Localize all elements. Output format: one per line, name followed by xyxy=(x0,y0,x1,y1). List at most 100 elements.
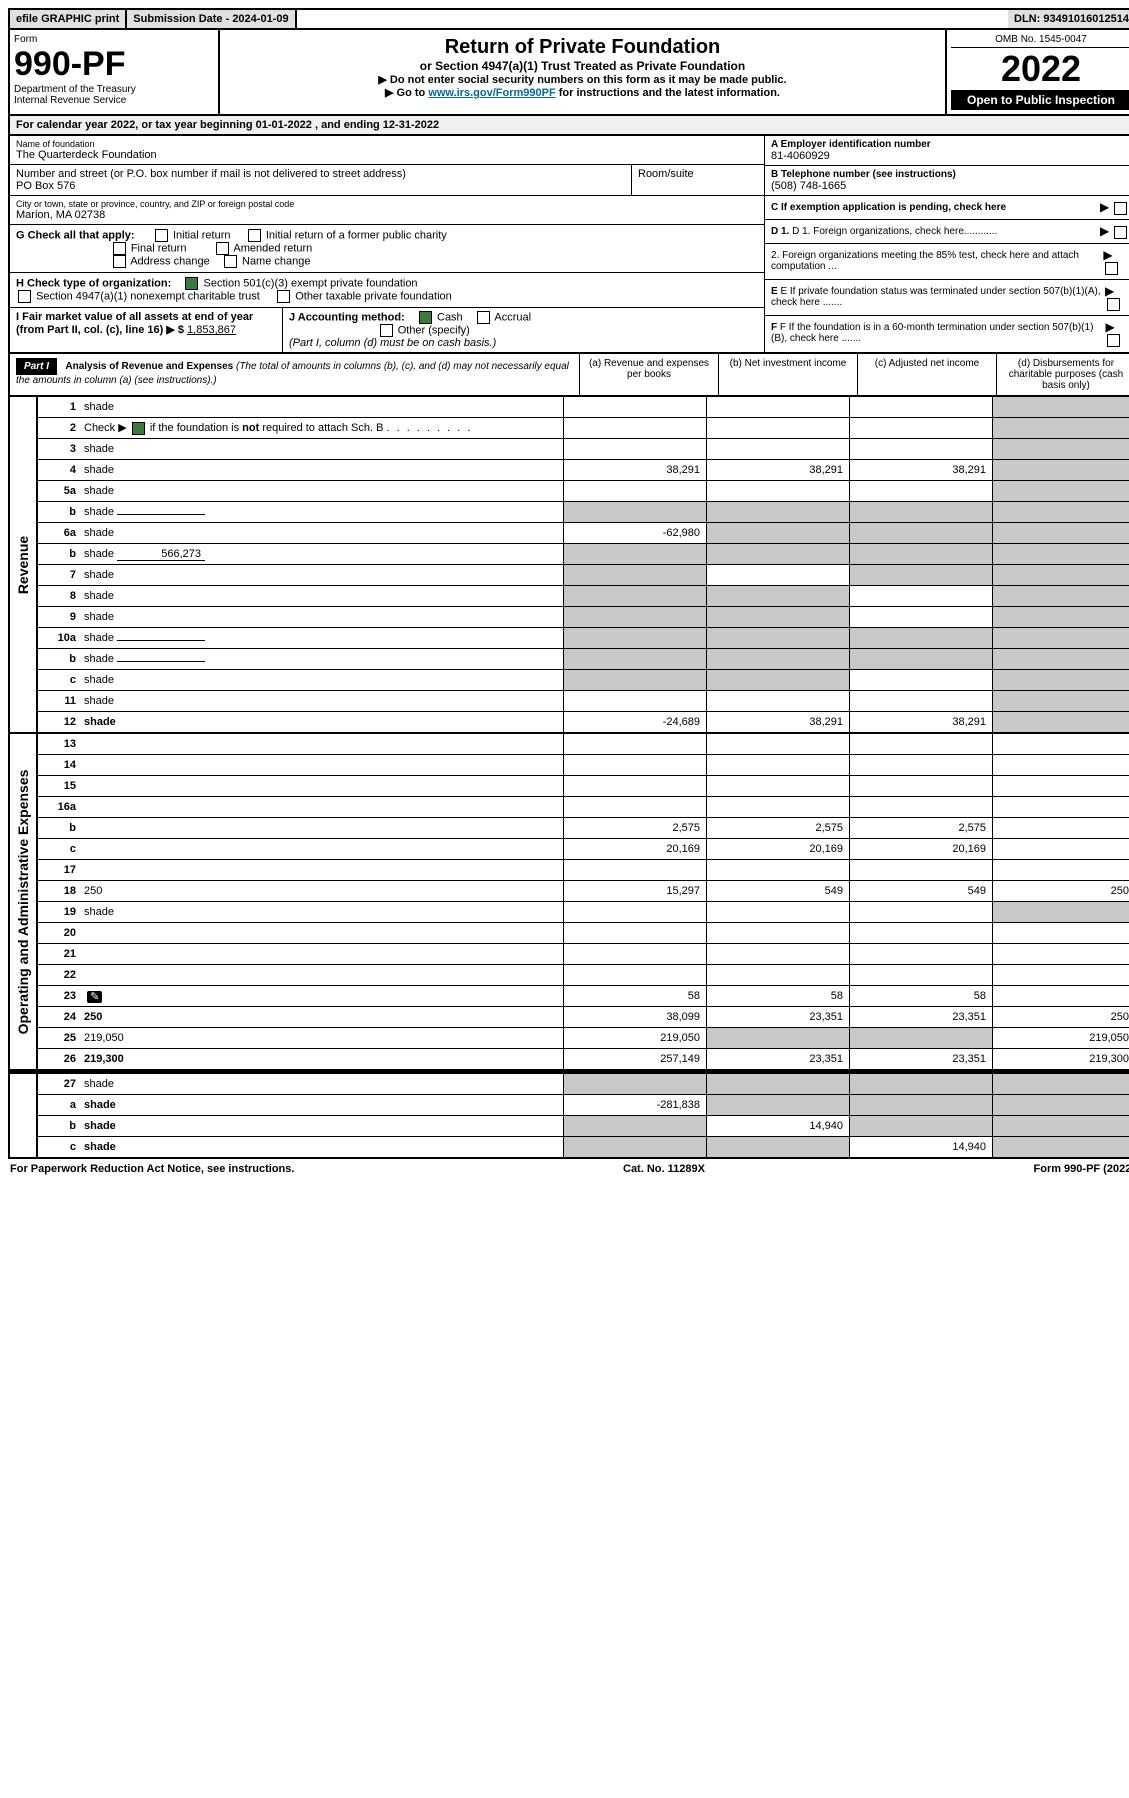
table-cell: 23,351 xyxy=(706,1007,849,1027)
table-row: 9shade xyxy=(38,607,1129,628)
j-cash: Cash xyxy=(437,311,463,323)
initial-return-checkbox[interactable] xyxy=(155,229,168,242)
table-cell: 38,291 xyxy=(706,712,849,732)
501c3-checkbox[interactable] xyxy=(185,277,198,290)
g-opt-3: Amended return xyxy=(233,242,312,254)
table-cell: 38,099 xyxy=(563,1007,706,1027)
address-change-checkbox[interactable] xyxy=(113,255,126,268)
table-cell xyxy=(706,944,849,964)
table-cell xyxy=(563,565,706,585)
line-description: shade xyxy=(80,1097,563,1113)
name-cell: Name of foundation The Quarterdeck Found… xyxy=(10,136,764,165)
table-cell xyxy=(992,923,1129,943)
table-cell: 38,291 xyxy=(849,460,992,480)
cash-checkbox[interactable] xyxy=(419,311,432,324)
line-number: b xyxy=(38,546,80,562)
page-footer: For Paperwork Reduction Act Notice, see … xyxy=(8,1159,1129,1179)
form-number: 990-PF xyxy=(14,45,214,84)
line-description xyxy=(80,868,563,872)
line-number: 6a xyxy=(38,525,80,541)
e-row: E E If private foundation status was ter… xyxy=(765,280,1129,316)
table-cell xyxy=(706,776,849,796)
table-cell xyxy=(849,418,992,438)
table-cell xyxy=(849,439,992,459)
table-cell xyxy=(706,734,849,754)
table-cell xyxy=(563,670,706,690)
4947-checkbox[interactable] xyxy=(18,290,31,303)
instructions-link[interactable]: www.irs.gov/Form990PF xyxy=(428,87,555,99)
table-cell xyxy=(992,649,1129,669)
city-cell: City or town, state or province, country… xyxy=(10,196,764,225)
table-cell xyxy=(849,1095,992,1115)
table-row: 13 xyxy=(38,734,1129,755)
table-row: 22 xyxy=(38,965,1129,986)
table-cell: 38,291 xyxy=(706,460,849,480)
line-number: 2 xyxy=(38,420,80,436)
table-cell xyxy=(706,1074,849,1094)
table-cell xyxy=(992,397,1129,417)
arrow-icon: ▶ xyxy=(1100,200,1109,214)
table-cell xyxy=(849,755,992,775)
table-cell xyxy=(849,944,992,964)
table-cell xyxy=(992,670,1129,690)
line-number: 5a xyxy=(38,483,80,499)
table-cell: 219,050 xyxy=(563,1028,706,1048)
accrual-checkbox[interactable] xyxy=(477,311,490,324)
table-row: 20 xyxy=(38,923,1129,944)
table-cell xyxy=(563,397,706,417)
revenue-side-label: Revenue xyxy=(10,397,38,732)
table-cell xyxy=(992,755,1129,775)
line-description: shade xyxy=(80,588,563,604)
h-check-row: H Check type of organization: Section 50… xyxy=(10,273,764,308)
h-opt-0: Section 501(c)(3) exempt private foundat… xyxy=(204,277,418,289)
table-row: 1shade xyxy=(38,397,1129,418)
initial-former-checkbox[interactable] xyxy=(248,229,261,242)
arrow-icon: ▶ xyxy=(1105,284,1114,298)
attachment-icon[interactable]: ✎ xyxy=(87,991,102,1003)
final-return-checkbox[interactable] xyxy=(113,242,126,255)
other-specify-checkbox[interactable] xyxy=(380,324,393,337)
table-cell: 2,575 xyxy=(849,818,992,838)
table-cell xyxy=(849,1074,992,1094)
line-number: 15 xyxy=(38,778,80,794)
table-cell xyxy=(849,776,992,796)
line-number: 25 xyxy=(38,1030,80,1046)
amended-return-checkbox[interactable] xyxy=(216,242,229,255)
arrow-icon: ▶ xyxy=(1105,320,1114,334)
table-cell xyxy=(706,1095,849,1115)
table-cell xyxy=(992,460,1129,480)
table-cell xyxy=(992,839,1129,859)
foundation-name: The Quarterdeck Foundation xyxy=(16,149,758,161)
g-opt-2: Final return xyxy=(131,242,187,254)
line-number: 26 xyxy=(38,1051,80,1067)
arrow-icon: ▶ xyxy=(1100,224,1109,238)
line-number: 11 xyxy=(38,693,80,709)
schb-checkbox[interactable] xyxy=(132,422,145,435)
line-description xyxy=(80,826,563,830)
instr-post: for instructions and the latest informat… xyxy=(559,87,780,99)
phone-value: (508) 748-1665 xyxy=(771,180,1129,192)
table-cell: 250 xyxy=(992,1007,1129,1027)
line-description xyxy=(80,784,563,788)
table-cell: 2,575 xyxy=(706,818,849,838)
d2-checkbox[interactable] xyxy=(1105,262,1118,275)
e-checkbox[interactable] xyxy=(1107,298,1120,311)
other-taxable-checkbox[interactable] xyxy=(277,290,290,303)
table-cell xyxy=(992,797,1129,817)
d1-checkbox[interactable] xyxy=(1114,226,1127,239)
table-cell: 58 xyxy=(706,986,849,1006)
d2-row: 2. Foreign organizations meeting the 85%… xyxy=(765,244,1129,280)
col-b-header: (b) Net investment income xyxy=(718,354,857,395)
table-cell xyxy=(849,586,992,606)
f-checkbox[interactable] xyxy=(1107,334,1120,347)
name-change-checkbox[interactable] xyxy=(224,255,237,268)
line-number: 23 xyxy=(38,988,80,1004)
table-cell xyxy=(563,734,706,754)
col-a-header: (a) Revenue and expenses per books xyxy=(579,354,718,395)
h-label: H Check type of organization: xyxy=(16,277,171,289)
table-row: 16a xyxy=(38,797,1129,818)
line-number: 8 xyxy=(38,588,80,604)
table-cell xyxy=(992,418,1129,438)
c-checkbox[interactable] xyxy=(1114,202,1127,215)
inline-amount xyxy=(117,640,205,641)
